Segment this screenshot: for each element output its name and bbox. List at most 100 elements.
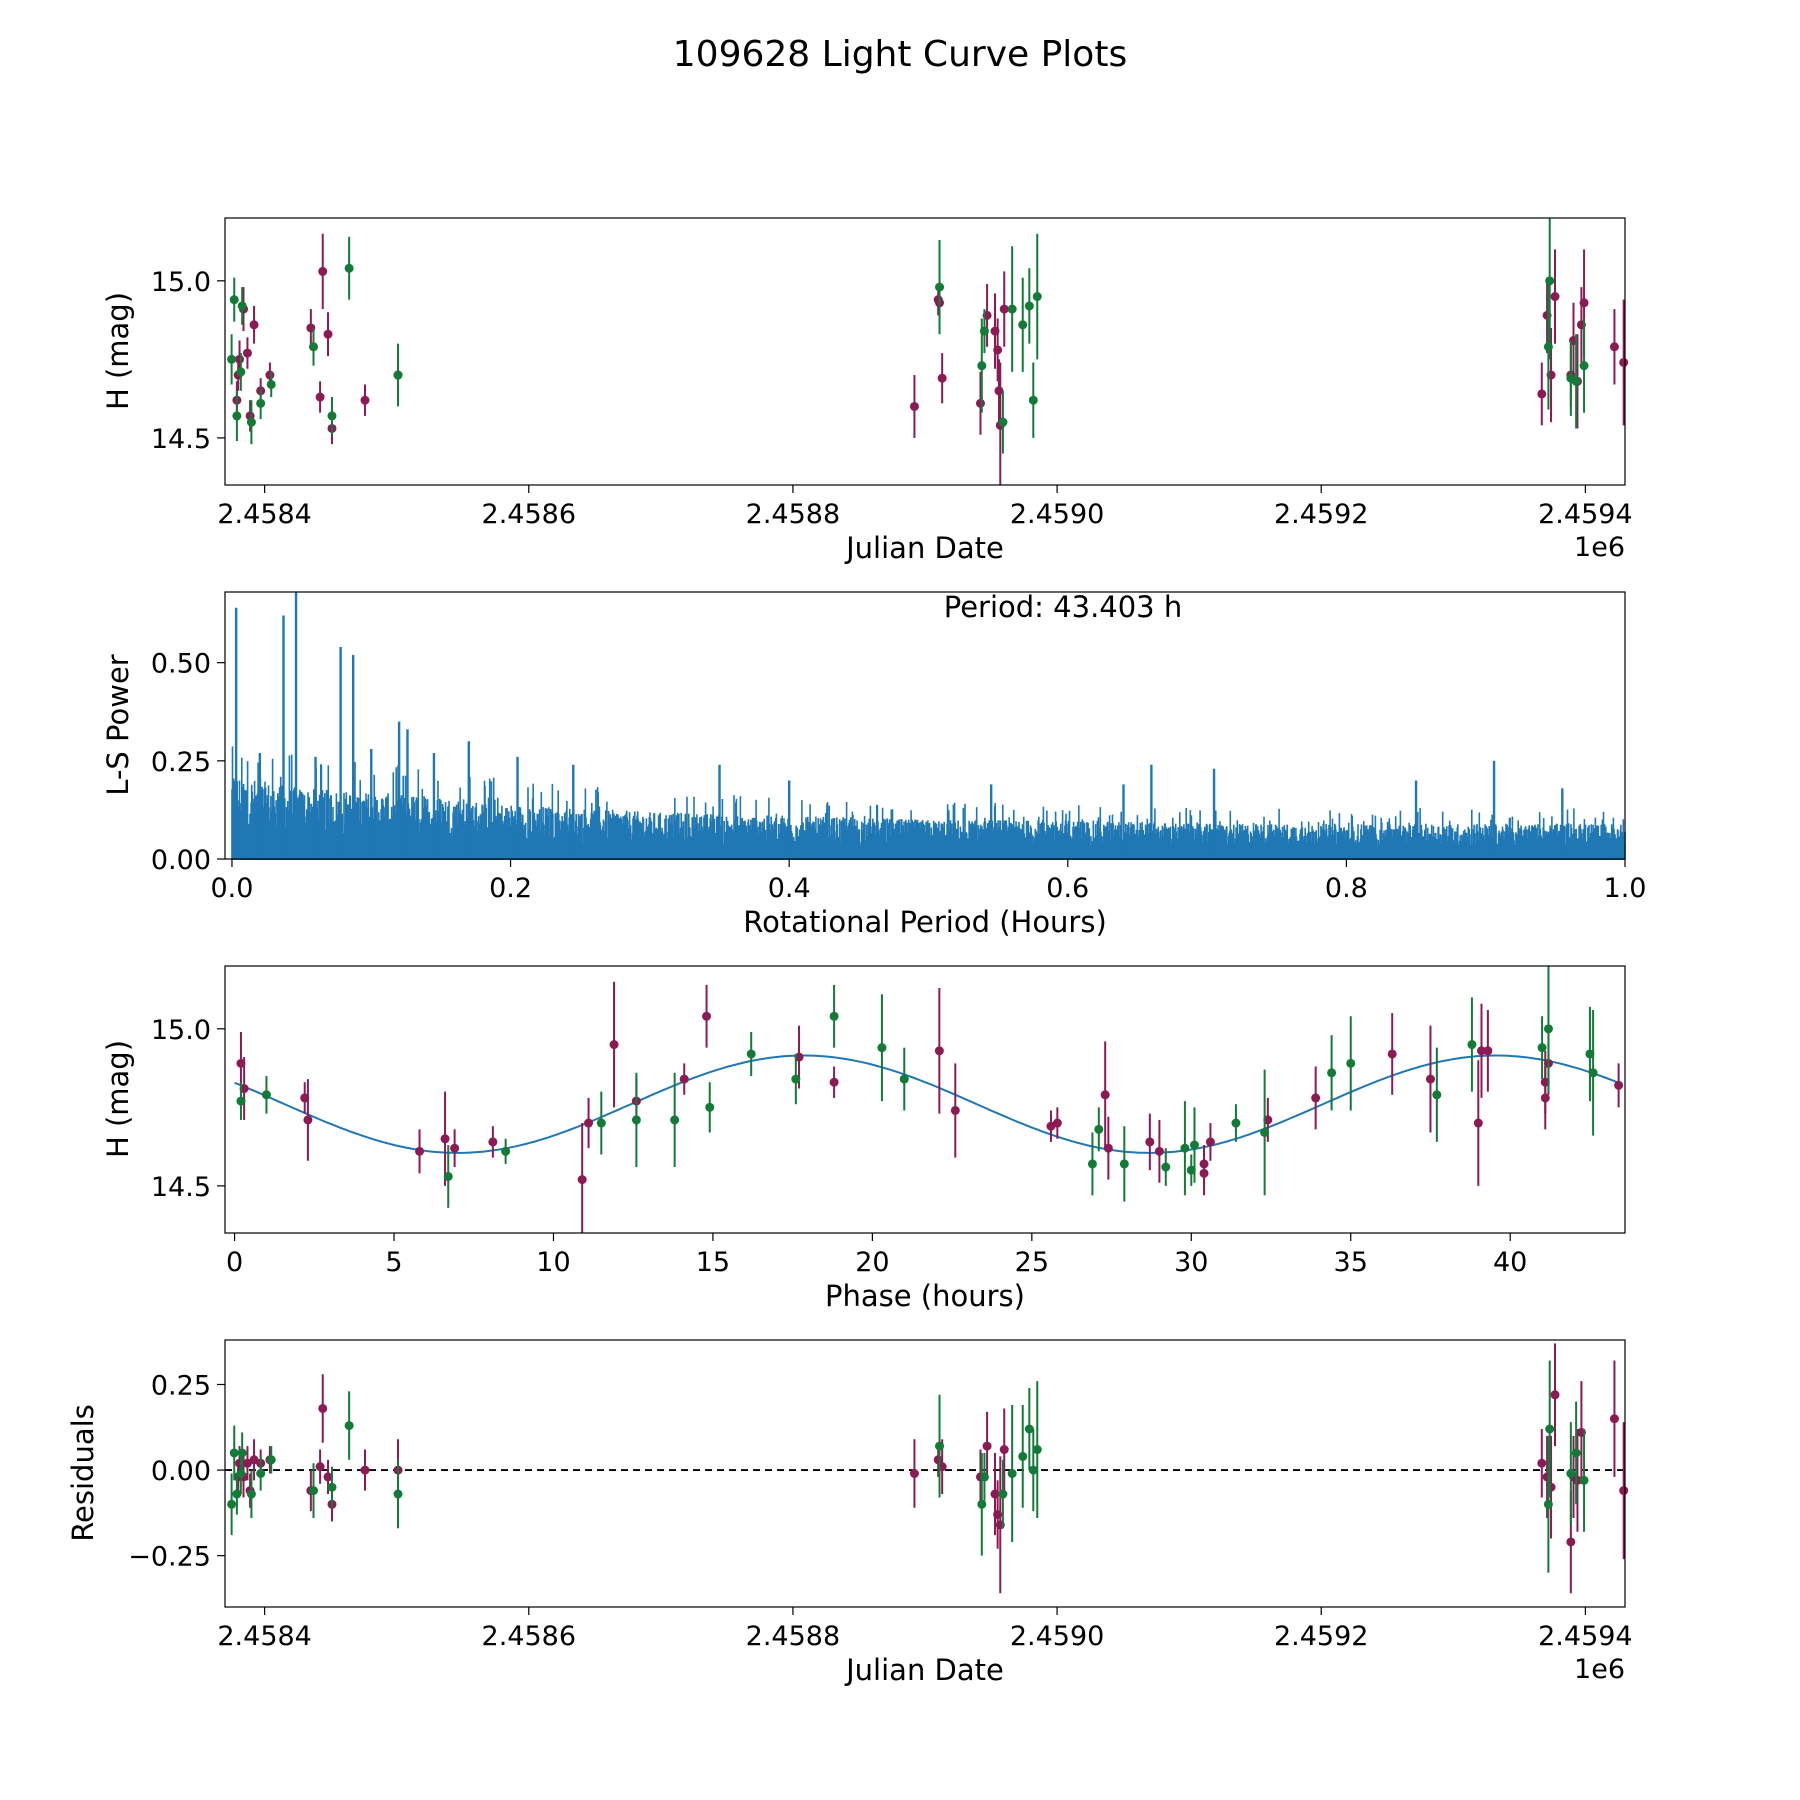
periodogram-ylabel: L-S Power (101, 654, 135, 795)
residuals-green-band-point (256, 1469, 266, 1478)
residuals-red-band-point (1550, 1390, 1560, 1400)
residuals-green-band-point (1579, 1475, 1589, 1485)
phased-red-band-point (1425, 1074, 1435, 1084)
residuals-red-band-point (318, 1403, 328, 1413)
residuals-red-band-point (1566, 1537, 1576, 1547)
light-curve-xtick-label: 2.4586 (482, 499, 576, 530)
light-curve-green-band-point (344, 263, 354, 273)
phased-red-band-point (450, 1143, 460, 1153)
residuals-xtick-label: 2.4590 (1010, 1621, 1104, 1652)
light-curve-frame (224, 217, 1626, 486)
periodogram-xtick-label: 0.6 (1046, 873, 1089, 904)
phased-red-band-point (303, 1115, 313, 1125)
phased-green-band-point (1537, 1043, 1547, 1053)
light-curve-green-band-point (1579, 361, 1589, 371)
residuals-green-band-point (393, 1489, 403, 1499)
residuals-green-band-point (227, 1499, 237, 1509)
residuals-red-band-point (1619, 1486, 1629, 1496)
phased-ticks: 0 5 10 15 20 25 30 35 40 14.5 15.0 (151, 1015, 1527, 1278)
light-curve-red-band-point (235, 354, 245, 364)
residuals-red-band-point (909, 1469, 919, 1478)
light-curve-ytick-label: 14.5 (151, 424, 211, 455)
phased-xtick-label: 10 (536, 1247, 570, 1278)
phased-red-band-point (1614, 1080, 1624, 1090)
panel-periodogram: 0.0 0.2 0.4 0.6 0.8 1.0 0.00 0.25 0.50 Period: 4… (101, 590, 1646, 939)
phased-green-band-point (829, 1011, 839, 1021)
light-curve-red-band-point (318, 266, 328, 276)
phased-green-band-point (236, 1096, 246, 1106)
light-curve-xtick-label: 2.4584 (217, 499, 311, 530)
residuals-green-band-point (308, 1486, 318, 1496)
light-curve-red-band-point (994, 386, 1004, 396)
phased-red-band-point (609, 1040, 619, 1050)
residuals-green-band-point (229, 1448, 239, 1458)
phased-ytick-label: 14.5 (151, 1172, 211, 1203)
light-curve-ticks: 2.4584 2.4586 2.4588 2.4590 2.4592 2.4594 14.5… (151, 267, 1633, 530)
period-annotation: Period: 43.403 h (944, 590, 1183, 624)
residuals-xtick-label: 2.4592 (1274, 1621, 1368, 1652)
phased-green-band-point (877, 1043, 887, 1053)
light-curve-green-band-point (1018, 320, 1028, 330)
periodogram-ticks: 0.0 0.2 0.4 0.6 0.8 1.0 0.00 0.25 0.50 (151, 649, 1647, 904)
residuals-marks (227, 1343, 1629, 1594)
residuals-xtick-label: 2.4586 (482, 1621, 576, 1652)
light-curve-offset-label: 1e6 (1574, 532, 1625, 563)
light-curve-red-band-point (323, 329, 333, 339)
residuals-frame (224, 1339, 1626, 1608)
phased-red-band-point (488, 1137, 498, 1147)
phased-red-band-point (679, 1074, 689, 1084)
figure-title: 109628 Light Curve Plots (673, 34, 1127, 75)
light-curve-green-band-point (327, 411, 337, 421)
residuals-green-band-point (1571, 1448, 1581, 1458)
light-curve-green-band-point (237, 301, 247, 311)
residuals-green-band-point (1028, 1465, 1038, 1475)
light-curve-red-band-point (1619, 357, 1629, 367)
phased-green-band-point (1346, 1058, 1356, 1068)
phased-green-band-point (631, 1115, 641, 1125)
phased-red-band-point (702, 1011, 712, 1021)
residuals-ticks: 2.4584 2.4586 2.4588 2.4590 2.4592 2.4594 −0.2… (128, 1371, 1632, 1653)
phased-green-band-point (746, 1049, 756, 1059)
light-curve-xtick-label: 2.4588 (746, 499, 840, 530)
residuals-xlabel: Julian Date (844, 1653, 1004, 1687)
light-curve-marks (227, 218, 1629, 485)
phased-green-band-point (670, 1115, 680, 1125)
residuals-ytick-label: 0.25 (151, 1371, 211, 1402)
panel-residuals: 2.4584 2.4586 2.4588 2.4590 2.4592 2.4594 −0.2… (66, 1339, 1633, 1687)
phased-ylabel: H (mag) (101, 1040, 135, 1158)
residuals-green-band-point (998, 1489, 1008, 1499)
light-curve-xtick-label: 2.4594 (1538, 499, 1632, 530)
light-curve-green-band-point (977, 361, 987, 371)
residuals-red-band-point (999, 1445, 1009, 1455)
phased-xtick-label: 15 (696, 1247, 730, 1278)
residuals-green-band-point (977, 1499, 987, 1509)
phased-green-band-point (1094, 1124, 1104, 1134)
phased-green-band-point (705, 1102, 715, 1112)
periodogram-xtick-label: 0.4 (768, 873, 811, 904)
light-curve-green-band-point (1024, 301, 1034, 311)
phased-xtick-label: 35 (1334, 1247, 1368, 1278)
light-curve-red-band-point (937, 373, 947, 383)
residuals-green-band-point (979, 1472, 989, 1482)
panel-light-curve: 2.4584 2.4586 2.4588 2.4590 2.4592 2.4594 14.5… (101, 217, 1633, 565)
light-curve-ylabel: H (mag) (101, 292, 135, 410)
light-curve-red-band-point (1609, 342, 1619, 352)
light-curve-red-band-point (315, 392, 325, 402)
residuals-red-band-point (1609, 1414, 1619, 1424)
phased-xlabel: Phase (hours) (825, 1279, 1025, 1313)
light-curve-green-band-point (935, 282, 945, 292)
light-curve-red-band-point (360, 395, 370, 405)
phased-red-band-point (1052, 1118, 1062, 1128)
residuals-red-band-point (242, 1458, 252, 1468)
light-curve-green-band-point (229, 295, 239, 305)
panel-phased-light-curve: 0 5 10 15 20 25 30 35 40 14.5 15.0 Phase (hours) H… (101, 965, 1626, 1313)
residuals-green-band-point (1032, 1445, 1042, 1455)
light-curve-red-band-point (1550, 292, 1560, 302)
residuals-green-band-point (935, 1441, 945, 1451)
light-curve-green-band-point (266, 379, 276, 389)
residuals-green-band-point (1018, 1451, 1028, 1461)
phased-red-band-point (584, 1118, 594, 1128)
phased-marks (236, 966, 1624, 1233)
